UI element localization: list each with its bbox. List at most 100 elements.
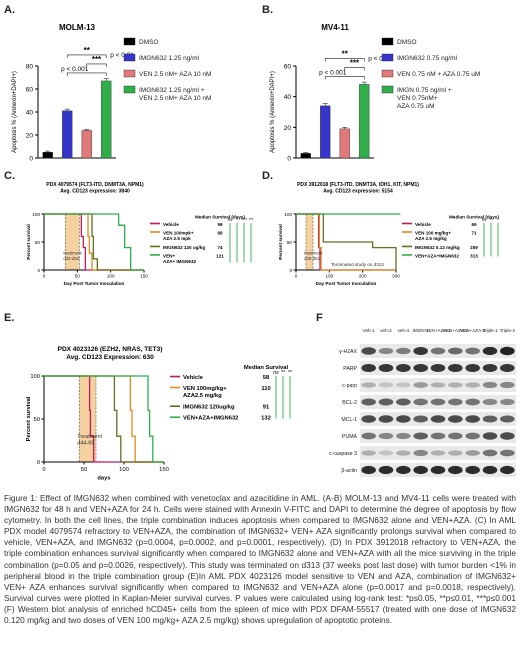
sig-mark-1: ns (482, 217, 486, 222)
x-tick-label: 0 (295, 274, 298, 279)
blot-band (500, 415, 515, 423)
blot-band (500, 346, 515, 356)
legend-label-3: IMGN632 0.12 mg/kg (415, 245, 460, 250)
sig-label: p < 0.001 (61, 66, 89, 73)
blot-band (430, 364, 446, 372)
sig-pvalue: p < 0.01 (368, 55, 392, 62)
x-tick-label: 50 (81, 467, 87, 473)
blot-band (430, 450, 446, 456)
median-survival-1: 58 (263, 375, 270, 381)
blot-band (361, 347, 376, 355)
sig-mark-2: * (236, 217, 238, 222)
panel-letter-a: A. (4, 4, 15, 16)
legend-label-cont-2: AZA2.5 mg/kg (183, 393, 222, 399)
blot-band (430, 465, 446, 475)
sig-mark-3: ** (288, 370, 292, 376)
blot-band (361, 465, 376, 475)
sig-mark-1: ns (273, 370, 279, 376)
blot-band (448, 465, 463, 475)
blot-band (482, 432, 498, 440)
y-tick-label: 50 (287, 240, 293, 245)
y-tick-label: 50 (35, 240, 41, 245)
x-tick-label: 50 (75, 274, 81, 279)
blot-band (396, 398, 411, 406)
legend-label-4: IMGN632 1.25 ng/ml + VEN 2.5 nM+ AZA 10 n… (139, 87, 211, 102)
blot-band (361, 415, 376, 423)
median-survival-4: 132 (261, 416, 271, 422)
treatment-label-line1: treatment (304, 250, 323, 255)
survival-curve-2 (44, 375, 164, 463)
median-survival-2: 71 (471, 231, 477, 236)
legend-label-4: VEN+AZA+IMGN632 (183, 416, 238, 422)
bar-2 (320, 105, 331, 159)
median-survival-2: 110 (261, 386, 270, 392)
blot-band (465, 465, 480, 475)
legend-header: Median Survival (days) (195, 215, 245, 220)
band-label-6: PUMA (342, 434, 358, 440)
median-survival-3: 74 (217, 245, 223, 250)
blot-band (361, 432, 376, 440)
legend-swatch-4 (381, 85, 394, 94)
chart-title: MOLM-13 (59, 23, 96, 32)
bar-3 (81, 130, 92, 159)
blot-band (413, 364, 428, 372)
x-tick-label: 100 (325, 274, 333, 279)
y-tick-label: 60 (284, 64, 292, 71)
legend-swatch-2 (381, 53, 394, 62)
legend-label-2: VEN 100 mg/kg+ (415, 231, 451, 236)
blot-band (361, 382, 376, 388)
blot-band (396, 450, 411, 456)
treatment-label-line2: d32-d53 (63, 256, 80, 261)
band-label-8: β-actin (341, 468, 357, 474)
median-survival-1: 69 (471, 222, 477, 227)
x-axis-label: Day Post Tumor Inoculation (316, 281, 377, 286)
survival-curve-3 (44, 213, 144, 271)
median-survival-4: 121 (216, 253, 224, 258)
sig-mark-3: **** (241, 217, 248, 222)
blot-band (465, 450, 480, 456)
median-survival-3: 91 (263, 405, 270, 411)
y-tick-label: 100 (284, 212, 292, 217)
blot-band (396, 382, 411, 388)
lane-label-3: veh-3 (398, 328, 410, 333)
blot-band (413, 465, 428, 475)
blot-band (413, 415, 428, 423)
legend-label-cont-2: AZA 2.5 mg/kg (415, 236, 447, 241)
blot-band (482, 449, 498, 457)
y-tick-label: 50 (34, 417, 40, 423)
blot-band (378, 450, 394, 456)
y-axis-label: Percent survival (278, 224, 283, 260)
y-tick-label: 20 (284, 125, 292, 132)
treatment-label-line1: Treatment (77, 434, 102, 440)
blot-band (378, 382, 394, 388)
survival-curve-3 (44, 375, 164, 463)
panel-letter-e: E. (4, 312, 15, 324)
survival-curve-1 (44, 213, 144, 271)
chart-subtitle: Avg. CD123 Expression: 630 (66, 354, 154, 361)
legend-label-cont-2: AZA 2.5 mpk (163, 236, 191, 241)
x-tick-label: 0 (42, 467, 45, 473)
legend-label-2: VEN 100mpk+ (163, 231, 194, 236)
blot-band (396, 364, 411, 372)
band-label-5: MCL-1 (341, 417, 357, 423)
lane-label-8: Triple-1 (482, 328, 498, 333)
blot-band (448, 450, 463, 456)
blot-band (413, 449, 428, 457)
sig-bracket (66, 72, 107, 76)
sig-bracket (344, 67, 365, 71)
band-label-4: BCL-2 (342, 400, 357, 406)
bar-chart-molm13: MOLM-13 0 20 40 60 80 Apoptosis % (Annexin+DAP… (12, 23, 211, 163)
y-axis-label: Percent survival (26, 396, 32, 441)
blot-band (430, 398, 446, 406)
blot-band (465, 364, 480, 372)
treatment-label-line1: treatment (63, 250, 82, 255)
band-label-3: c-parp (342, 383, 357, 389)
bar-4 (101, 80, 112, 159)
lane-label-4: IMGN-1 (413, 328, 430, 333)
legend-label-3: IMGN632 120ug/kg (183, 405, 235, 411)
band-label-2: PARP (343, 366, 357, 372)
blot-band (413, 398, 428, 406)
chart-title: MV4-11 (321, 23, 349, 32)
blot-band (500, 364, 515, 372)
legend-label-3: VEN 2.5 nM+ AZA 10 nM (139, 71, 211, 78)
